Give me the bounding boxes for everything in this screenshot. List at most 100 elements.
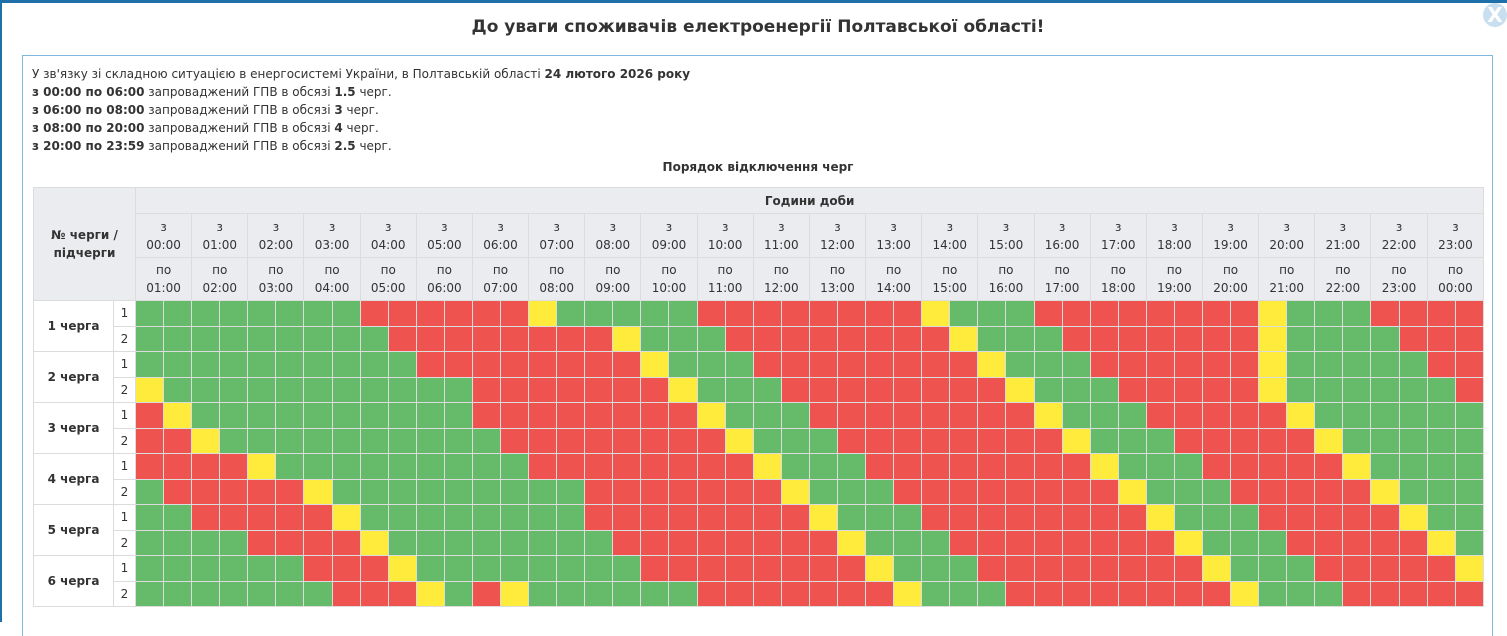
period-text: запроваджений ГПВ в обсязі bbox=[148, 121, 331, 135]
slot-power-on bbox=[1370, 325, 1400, 352]
from-time: 19:00 bbox=[1213, 237, 1248, 252]
queue-row: 2 bbox=[34, 478, 1485, 505]
slot-power-on bbox=[387, 478, 417, 505]
slot-possible-outage bbox=[1201, 555, 1232, 582]
slot-power-on bbox=[303, 351, 333, 378]
slot-outage bbox=[724, 504, 754, 531]
slot-outage bbox=[612, 427, 642, 454]
slot-outage bbox=[1258, 478, 1288, 505]
slot-outage bbox=[415, 325, 445, 352]
slot-outage bbox=[556, 325, 586, 352]
hour-from-header: з 06:00 bbox=[471, 213, 530, 258]
from-word: з bbox=[665, 219, 673, 234]
hour-from-header: з 08:00 bbox=[584, 213, 642, 258]
slot-power-on bbox=[387, 529, 417, 556]
from-time: 04:00 bbox=[370, 237, 406, 252]
slot-power-on bbox=[359, 504, 389, 531]
notice-period: з 00:00 по 06:00 запроваджений ГПВ в обс… bbox=[32, 83, 690, 101]
slot-outage bbox=[1005, 529, 1035, 556]
hour-from-header: з 16:00 bbox=[1033, 213, 1091, 258]
slot-outage bbox=[1370, 300, 1400, 327]
hour-to-header: по 19:00 bbox=[1145, 257, 1203, 301]
slot-outage bbox=[219, 504, 249, 531]
from-word: з bbox=[721, 219, 729, 234]
to-word: по bbox=[1335, 263, 1351, 277]
slot-possible-outage bbox=[780, 478, 810, 505]
slot-outage bbox=[1314, 504, 1344, 531]
queue-row: 6 черга 1 bbox=[33, 555, 1485, 607]
close-icon[interactable]: X bbox=[1483, 3, 1507, 27]
slot-outage bbox=[191, 478, 221, 505]
slot-power-on bbox=[1117, 427, 1147, 454]
from-word: з bbox=[609, 219, 617, 234]
slot-outage bbox=[724, 325, 754, 352]
slot-outage bbox=[1426, 300, 1456, 327]
slot-possible-outage bbox=[1145, 504, 1175, 531]
queue-row: 2 bbox=[34, 376, 1485, 403]
from-time: 14:00 bbox=[932, 237, 968, 252]
slot-power-on bbox=[331, 325, 361, 352]
notice-intro: У зв'язку зі складною ситуацією в енерго… bbox=[32, 65, 690, 83]
slot-outage bbox=[612, 402, 642, 429]
slot-outage bbox=[1258, 453, 1288, 480]
slot-outage bbox=[836, 376, 867, 403]
slot-outage bbox=[921, 478, 951, 505]
to-time: 18:00 bbox=[1100, 281, 1136, 295]
slot-outage bbox=[1173, 555, 1203, 582]
slot-power-on bbox=[1342, 300, 1372, 327]
slot-outage bbox=[696, 453, 726, 480]
slot-possible-outage bbox=[1230, 580, 1260, 607]
slot-outage bbox=[612, 478, 642, 505]
notice-period: з 20:00 по 23:59 запроваджений ГПВ в обс… bbox=[32, 137, 690, 155]
slot-power-on bbox=[612, 300, 642, 327]
slot-possible-outage bbox=[865, 555, 895, 582]
slot-outage bbox=[949, 351, 979, 378]
slot-power-on bbox=[500, 478, 530, 505]
slot-outage bbox=[584, 402, 614, 429]
slot-outage bbox=[949, 427, 979, 454]
slot-power-on bbox=[303, 300, 333, 327]
notice-text: У зв'язку зі складною ситуацією в енерго… bbox=[32, 65, 690, 155]
slot-power-on bbox=[1201, 529, 1232, 556]
slot-possible-outage bbox=[752, 453, 782, 480]
slot-power-on bbox=[584, 300, 614, 327]
to-time: 08:00 bbox=[539, 281, 574, 295]
slot-power-on bbox=[556, 504, 586, 531]
slot-outage bbox=[1033, 478, 1063, 505]
slot-outage bbox=[1089, 504, 1119, 531]
slot-power-on bbox=[191, 529, 221, 556]
slot-outage bbox=[275, 478, 305, 505]
slot-power-on bbox=[443, 478, 473, 505]
slot-power-on bbox=[191, 580, 221, 607]
slot-power-on bbox=[1145, 478, 1175, 505]
slot-outage bbox=[808, 300, 838, 327]
slot-power-on bbox=[949, 580, 979, 607]
slot-power-on bbox=[1342, 376, 1372, 403]
hour-from-header: з 04:00 bbox=[359, 213, 417, 258]
period-text: запроваджений ГПВ в обсязі bbox=[148, 85, 331, 99]
from-time: 05:00 bbox=[427, 237, 462, 252]
slot-power-on bbox=[163, 300, 193, 327]
slot-outage bbox=[331, 529, 361, 556]
period-amount: 2.5 bbox=[334, 139, 356, 153]
slot-outage bbox=[668, 402, 698, 429]
slot-outage bbox=[893, 376, 923, 403]
slot-power-on bbox=[219, 427, 249, 454]
hour-from-header: з 19:00 bbox=[1201, 213, 1260, 258]
slot-outage bbox=[1398, 300, 1428, 327]
slot-possible-outage bbox=[528, 300, 558, 327]
slot-outage bbox=[247, 529, 277, 556]
slot-outage bbox=[612, 376, 642, 403]
slot-outage bbox=[219, 453, 249, 480]
slot-outage bbox=[696, 300, 726, 327]
subqueue-label: 1 bbox=[113, 555, 136, 582]
slot-outage bbox=[865, 427, 895, 454]
slot-outage bbox=[1201, 376, 1232, 403]
hour-from-header: з 21:00 bbox=[1314, 213, 1372, 258]
to-time: 23:00 bbox=[1381, 281, 1417, 295]
slot-power-on bbox=[387, 376, 417, 403]
slot-power-on bbox=[275, 580, 305, 607]
slot-outage bbox=[808, 529, 838, 556]
slot-power-on bbox=[724, 402, 754, 429]
slot-power-on bbox=[387, 351, 417, 378]
